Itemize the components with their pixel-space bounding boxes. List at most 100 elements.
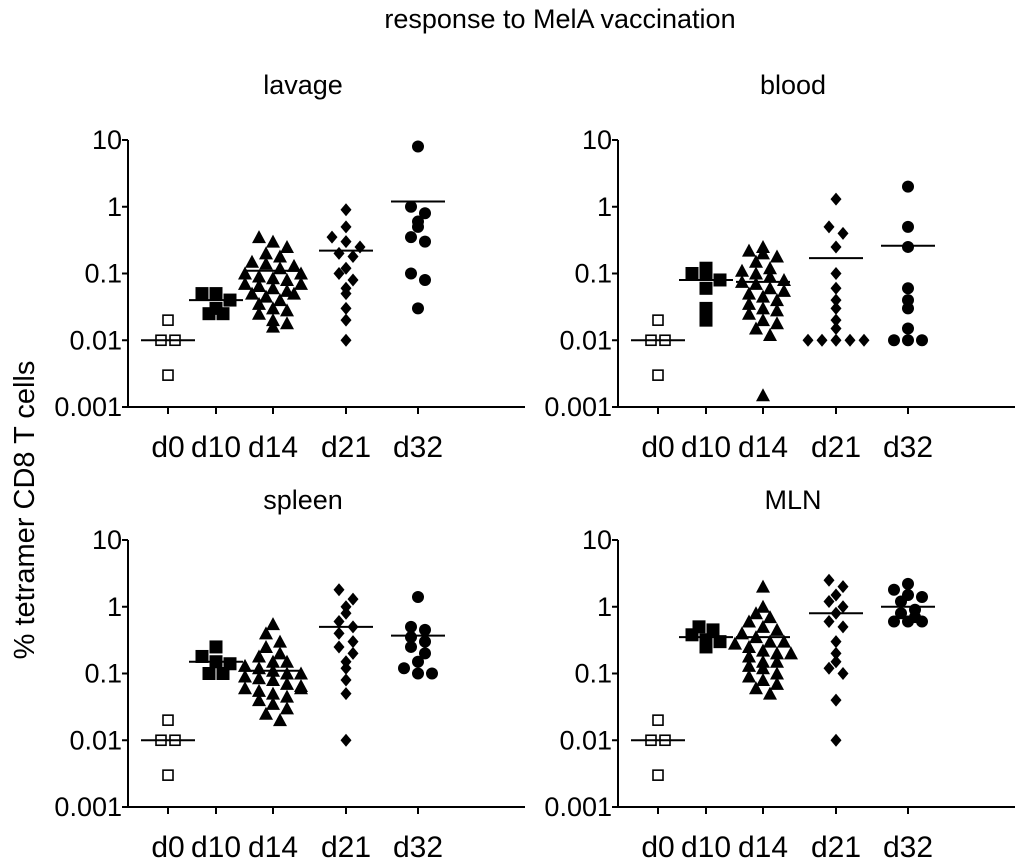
point-d14 — [294, 266, 308, 280]
point-d32 — [888, 583, 900, 596]
point-d10 — [195, 287, 209, 301]
point-d21 — [830, 588, 842, 602]
point-d21 — [830, 192, 842, 206]
point-d32 — [405, 640, 417, 653]
point-d32 — [419, 207, 431, 220]
point-d14 — [749, 254, 763, 268]
point-d0 — [162, 369, 174, 381]
point-d21 — [333, 640, 345, 654]
y-tick-label: 0.001 — [54, 392, 122, 422]
y-tick-label: 0.01 — [559, 325, 612, 355]
point-d14 — [266, 686, 280, 700]
point-d32 — [412, 302, 424, 315]
point-d32 — [405, 620, 417, 633]
point-d32 — [902, 302, 914, 315]
point-d14 — [777, 283, 791, 297]
point-d21 — [333, 626, 345, 640]
point-d21 — [837, 667, 849, 680]
point-d14 — [742, 669, 756, 683]
point-d32 — [412, 655, 424, 668]
point-d14 — [273, 713, 287, 727]
point-d14 — [259, 246, 273, 260]
point-d0 — [652, 769, 664, 781]
x-tick-label: d21 — [321, 431, 371, 464]
point-d21 — [340, 203, 352, 217]
point-d14 — [742, 658, 756, 672]
point-d10 — [699, 640, 713, 654]
panel-blood: blood 10 1 0.1 0.01 0.001 d0 d10 d14 d21 d32 — [544, 70, 1015, 464]
point-d14 — [756, 313, 770, 327]
y-tick-label: 10 — [582, 525, 612, 555]
point-d21 — [347, 635, 359, 649]
point-d21 — [823, 594, 835, 608]
point-d0 — [652, 714, 664, 726]
point-d0 — [162, 714, 174, 726]
panel-title: MLN — [764, 485, 821, 515]
point-d21 — [340, 261, 352, 275]
point-d21 — [340, 687, 352, 701]
point-d32 — [902, 577, 914, 590]
panel-title: spleen — [263, 485, 343, 515]
point-d10 — [216, 667, 230, 680]
point-d14 — [756, 672, 770, 686]
point-d14 — [280, 272, 294, 286]
x-tick-label: d21 — [811, 431, 861, 464]
point-d21 — [830, 333, 842, 347]
point-d14 — [273, 261, 287, 275]
point-d21 — [837, 580, 849, 594]
y-tick-label: 0.1 — [574, 259, 612, 289]
point-d32 — [902, 240, 914, 253]
point-d14 — [280, 316, 294, 330]
point-d32 — [398, 662, 410, 675]
point-d14 — [266, 696, 280, 710]
point-d21 — [837, 600, 849, 614]
point-d14 — [252, 269, 266, 283]
point-d21 — [333, 615, 345, 629]
point-d14 — [259, 626, 273, 640]
point-d10 — [685, 628, 699, 642]
point-d14 — [294, 681, 308, 695]
point-d14 — [238, 276, 252, 290]
point-d21 — [830, 313, 842, 327]
point-d21 — [823, 220, 835, 234]
point-d21 — [823, 661, 835, 675]
point-d21 — [340, 220, 352, 234]
point-d14 — [294, 276, 308, 290]
point-d14 — [749, 266, 763, 280]
x-tick-label: d10 — [681, 831, 731, 858]
point-d14 — [756, 661, 770, 675]
point-d14 — [252, 649, 266, 663]
point-d14 — [770, 293, 784, 307]
y-axis-label: % tetramer CD8 T cells — [9, 361, 41, 660]
point-d32 — [902, 615, 914, 628]
point-d10 — [699, 313, 713, 327]
x-tick-label: d21 — [811, 831, 861, 858]
point-d10 — [699, 301, 713, 315]
point-d14 — [763, 281, 777, 295]
point-d32 — [419, 273, 431, 286]
point-d14 — [749, 321, 763, 335]
point-d21 — [340, 313, 352, 327]
point-d21 — [830, 293, 842, 307]
point-d14 — [770, 666, 784, 680]
point-d32 — [419, 635, 431, 648]
point-d14 — [763, 610, 777, 624]
point-d21 — [830, 655, 842, 669]
point-d14 — [770, 676, 784, 690]
point-d32 — [888, 334, 900, 347]
point-d10 — [202, 667, 216, 680]
point-d14 — [756, 246, 770, 260]
point-d0 — [652, 369, 664, 381]
figure-title: response to MelA vaccination — [384, 4, 735, 34]
point-d14 — [287, 258, 301, 272]
point-d14 — [763, 634, 777, 648]
point-d32 — [405, 200, 417, 213]
point-d10 — [209, 287, 223, 301]
y-tick-label: 0.01 — [69, 325, 122, 355]
point-d32 — [412, 667, 424, 680]
x-tick-label: d0 — [641, 831, 674, 858]
point-d14 — [273, 646, 287, 660]
point-d14 — [742, 614, 756, 628]
point-d32 — [419, 623, 431, 636]
